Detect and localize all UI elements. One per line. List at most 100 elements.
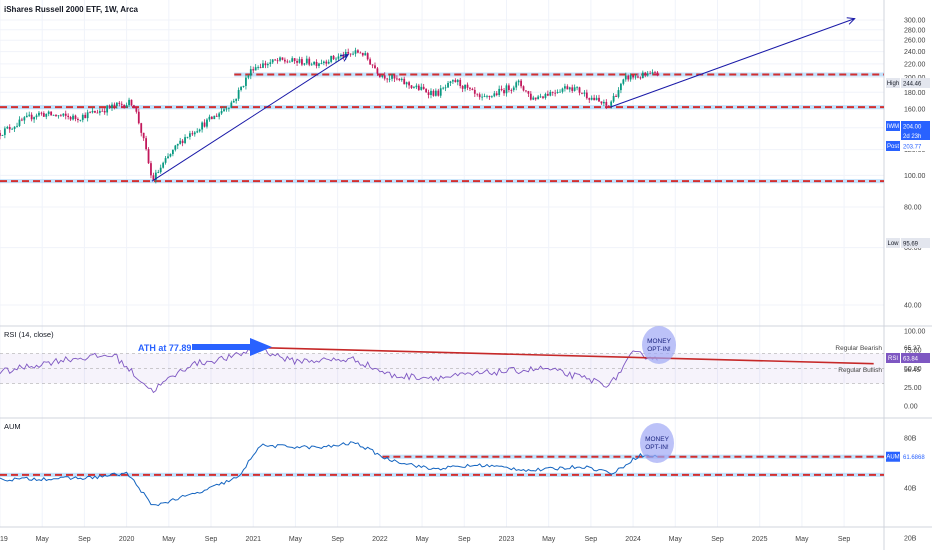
candle-body (583, 92, 586, 94)
candle-body (442, 87, 445, 89)
candle-body (447, 82, 449, 88)
time-tick-label: May (415, 536, 429, 543)
candle-body (610, 101, 613, 106)
candle-body (437, 90, 440, 96)
candle-body (276, 60, 279, 62)
time-tick-label: May (162, 536, 176, 543)
candle-body (427, 92, 430, 95)
candle-body (108, 105, 111, 108)
candle-body (595, 97, 598, 101)
candle-body (28, 114, 31, 116)
time-tick-label: 2022 (372, 536, 388, 543)
aum-bubble-line2: OPT-IN! (645, 444, 669, 451)
candle-body (327, 61, 330, 64)
candle-body (50, 111, 53, 116)
regular-bearish-value: 65.37 (904, 345, 921, 352)
candle-body (79, 119, 82, 121)
candle-body (466, 84, 469, 88)
candle-body (349, 53, 352, 55)
price-tick-label: 160.00 (904, 106, 926, 113)
candle-body (500, 88, 503, 91)
candle-body (393, 75, 396, 79)
candle-body (605, 101, 608, 106)
candle-body (21, 119, 23, 121)
candle-body (301, 59, 303, 65)
candle-body (473, 89, 476, 94)
candle-body (656, 72, 659, 76)
rsi-tick-label: 0.00 (904, 404, 918, 411)
candle-body (196, 131, 199, 133)
candle-body (493, 93, 496, 97)
candle-body (534, 97, 537, 100)
candle-body (325, 61, 328, 64)
candle-body (510, 90, 513, 91)
candle-body (242, 85, 245, 87)
candle-body (1, 134, 4, 136)
candle-body (186, 136, 189, 138)
price-levels (0, 72, 884, 184)
candle-body (398, 78, 401, 81)
candle-body (189, 133, 191, 137)
annotations: ATH at 77.89 MONEY OPT-IN! MONEY OPT-IN! (138, 326, 676, 463)
rsi-bubble-line2: OPT-IN! (647, 346, 671, 353)
candle-body (42, 113, 45, 117)
iwm-badge-value-bg (901, 121, 930, 131)
candle-body (184, 137, 186, 143)
candle-body (490, 96, 493, 98)
candle-body (115, 102, 118, 107)
candle-body (305, 58, 308, 64)
candle-body (67, 115, 70, 118)
candle-body (94, 110, 96, 113)
price-badges: High 244.46 IWM 204.00 2d 23h Post 203.77 Low 95… (886, 78, 930, 462)
candle-body (159, 167, 162, 173)
candle-body (498, 88, 501, 96)
candle-body (337, 56, 340, 59)
candle-body (293, 58, 296, 61)
time-tick-label: Sep (331, 536, 344, 543)
candle-body (157, 172, 160, 173)
candle-body (23, 117, 26, 121)
candle-body (142, 132, 145, 139)
candle-body (169, 154, 172, 157)
candle-body (374, 65, 376, 69)
candle-body (602, 101, 605, 104)
trendline-arrowhead (846, 17, 856, 25)
chart-title: iShares Russell 2000 ETF, 1W, Arca (4, 5, 139, 14)
candle-body (103, 110, 106, 113)
price-tick-label: 40.00 (904, 303, 922, 310)
rsi-tick-label: 100.00 (904, 329, 926, 336)
candle-body (532, 97, 535, 100)
candle-body (162, 162, 165, 168)
candle-body (354, 50, 357, 54)
ath-annotation: ATH at 77.89 (138, 343, 191, 353)
ath-arrow (192, 338, 272, 356)
candle-body (38, 112, 40, 116)
candle-body (18, 119, 21, 126)
rsi-title: RSI (14, close) (4, 330, 54, 339)
candle-body (259, 67, 262, 68)
candle-body (310, 64, 313, 66)
candle-body (86, 112, 89, 119)
candle-body (125, 105, 128, 108)
candle-body (315, 61, 318, 66)
rsi-money-bubble (642, 326, 676, 364)
candle-body (181, 140, 184, 143)
candle-body (366, 53, 369, 60)
candle-body (413, 87, 415, 89)
time-tick-label: Sep (711, 536, 724, 543)
candle-body (174, 145, 177, 150)
candle-body (106, 105, 109, 113)
high-badge-value: 244.46 (903, 82, 922, 88)
candle-body (52, 114, 55, 116)
candle-body (296, 60, 298, 63)
price-tick-label: 180.00 (904, 90, 926, 97)
candle-body (522, 86, 525, 91)
rsi-tick-label: 75.00 (904, 347, 922, 354)
candle-body (13, 126, 16, 129)
candle-body (544, 93, 547, 98)
candle-body (47, 111, 50, 114)
candle-body (252, 69, 255, 71)
candle-body (620, 83, 622, 91)
candle-body (232, 100, 235, 103)
